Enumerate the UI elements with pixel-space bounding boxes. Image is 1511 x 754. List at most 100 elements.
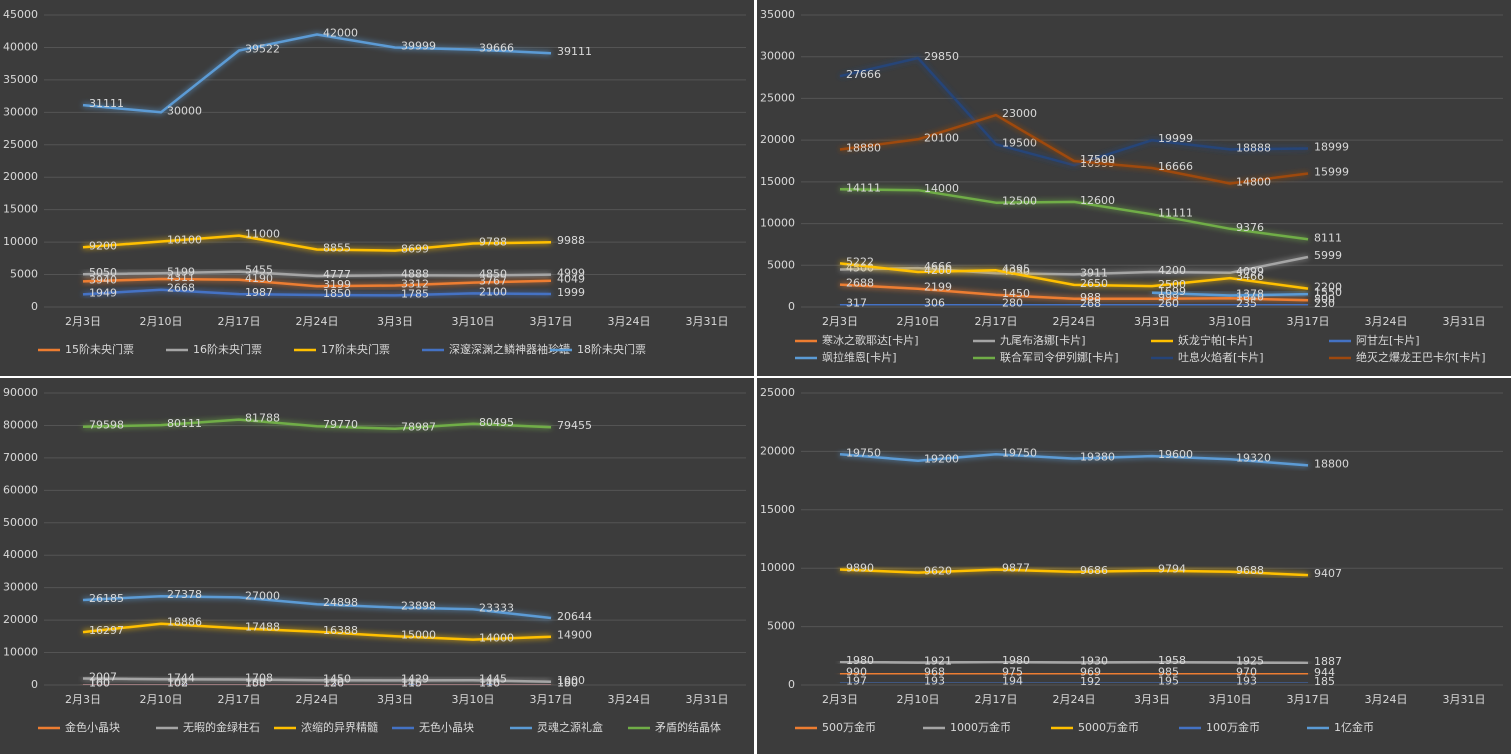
legend-label: 5000万金币	[1078, 720, 1139, 734]
data-label: 16666	[1158, 160, 1193, 173]
y-tick-label: 25000	[760, 386, 795, 399]
data-label: 3940	[89, 273, 117, 286]
x-tick-label: 3月31日	[1443, 315, 1486, 328]
data-label: 16388	[323, 624, 358, 637]
data-label: 15999	[1314, 166, 1349, 179]
data-label: 4888	[401, 267, 429, 280]
x-tick-label: 3月31日	[686, 315, 729, 328]
data-label: 1040	[1236, 290, 1264, 303]
data-label: 11000	[245, 228, 280, 241]
y-tick-label: 20000	[760, 133, 795, 146]
data-label: 9407	[1314, 567, 1342, 580]
data-label: 110	[479, 677, 500, 690]
data-label: 150	[557, 677, 578, 690]
legend-label: 100万金币	[1206, 720, 1260, 734]
x-tick-label: 2月24日	[296, 693, 339, 706]
legend-label: 16阶未央门票	[193, 342, 262, 356]
data-label: 8699	[401, 243, 429, 256]
legend-label: 矛盾的结晶体	[655, 720, 721, 734]
data-label: 17488	[245, 620, 280, 633]
x-tick-label: 2月3日	[822, 693, 858, 706]
data-label: 317	[846, 296, 867, 309]
data-label: 3199	[323, 278, 351, 291]
series-line	[82, 418, 552, 430]
series-line	[1151, 291, 1309, 297]
data-label: 2007	[89, 670, 117, 683]
chart: 0 5000 10000 15000 20000 25000 30000 35000 2月3日 2…	[760, 8, 1503, 364]
x-tick-label: 2月17日	[218, 693, 261, 706]
y-tick-label: 15000	[3, 203, 38, 216]
data-label: 1980	[846, 654, 874, 667]
data-label: 8111	[1314, 231, 1342, 244]
data-label: 81788	[245, 412, 280, 425]
x-tick-label: 3月24日	[608, 315, 651, 328]
data-label: 1708	[245, 671, 273, 684]
data-label: 1699	[1158, 285, 1186, 298]
legend-label: 1亿金币	[1334, 720, 1374, 734]
data-label: 19750	[1002, 446, 1037, 459]
data-label: 9200	[89, 239, 117, 252]
x-tick-label: 3月10日	[452, 315, 495, 328]
data-label: 306	[924, 296, 945, 309]
data-label: 12500	[1002, 195, 1037, 208]
data-label: 1850	[323, 287, 351, 300]
data-label: 14000	[479, 632, 514, 645]
legend-label: 九尾布洛娜[卡片]	[1000, 333, 1086, 347]
y-tick-label: 60000	[3, 483, 38, 496]
series-line	[839, 672, 1309, 676]
legend-label: 1000万金币	[950, 720, 1011, 734]
data-label: 9686	[1080, 564, 1108, 577]
legend-label: 飒拉维恩[卡片]	[822, 350, 897, 364]
data-label: 4190	[245, 272, 273, 285]
series-line	[82, 677, 552, 684]
data-label: 1925	[1236, 655, 1264, 668]
y-tick-label: 0	[788, 300, 795, 313]
series-line	[82, 234, 552, 252]
y-tick-label: 10000	[760, 217, 795, 230]
x-tick-label: 3月17日	[530, 315, 573, 328]
data-label: 3767	[479, 275, 507, 288]
y-tick-label: 5000	[767, 258, 795, 271]
data-label: 4999	[557, 267, 585, 280]
data-label: 1550	[1314, 286, 1342, 299]
series-line	[839, 283, 1309, 302]
data-label: 31111	[89, 97, 124, 110]
data-label: 2650	[1080, 277, 1108, 290]
data-label: 2200	[1314, 281, 1342, 294]
data-label: 1785	[401, 287, 429, 300]
data-label: 39999	[401, 39, 436, 52]
y-tick-label: 70000	[3, 451, 38, 464]
legend-label: 灵魂之源礼盒	[537, 720, 603, 734]
x-tick-label: 3月10日	[1209, 315, 1252, 328]
x-tick-label: 3月3日	[1134, 693, 1170, 706]
x-tick-label: 3月24日	[608, 693, 651, 706]
data-label: 19200	[924, 453, 959, 466]
series-line	[839, 262, 1309, 290]
data-label: 1429	[401, 672, 429, 685]
data-label: 2668	[167, 282, 195, 295]
data-label: 27666	[846, 68, 881, 81]
x-tick-label: 3月17日	[1287, 693, 1330, 706]
data-label: 1000	[557, 674, 585, 687]
panel	[757, 0, 1511, 376]
data-label: 1445	[479, 672, 507, 685]
data-label: 100	[89, 677, 110, 690]
y-tick-label: 90000	[3, 386, 38, 399]
y-tick-label: 20000	[3, 613, 38, 626]
data-label: 26185	[89, 592, 124, 605]
legend-label: 17阶未央门票	[321, 342, 390, 356]
panel	[757, 378, 1511, 754]
x-tick-label: 3月3日	[377, 693, 413, 706]
panel	[0, 0, 754, 376]
data-label: 260	[1158, 297, 1179, 310]
legend-label: 无色小晶块	[419, 720, 474, 734]
x-tick-label: 2月10日	[897, 693, 940, 706]
data-label: 1921	[924, 655, 952, 668]
data-label: 4049	[557, 273, 585, 286]
legend-label: 绝灭之爆龙王巴卡尔[卡片]	[1356, 350, 1486, 364]
data-label: 969	[1080, 666, 1101, 679]
legend-label: 联合军司令伊列娜[卡片]	[1000, 350, 1119, 364]
data-label: 20644	[557, 610, 592, 623]
y-tick-label: 30000	[3, 105, 38, 118]
